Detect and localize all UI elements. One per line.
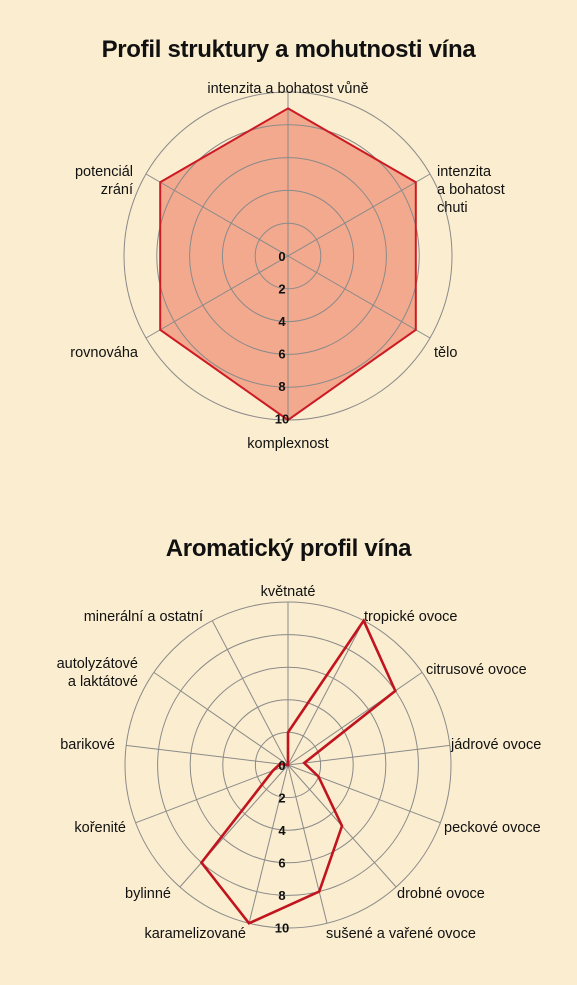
axis-label: karamelizované (144, 926, 246, 942)
tick-label: 6 (278, 347, 285, 362)
spoke (287, 173, 431, 257)
spoke (126, 744, 289, 766)
axis-label: citrusové ovoce (426, 662, 527, 678)
tick-label: 0 (278, 758, 285, 773)
tick-label: 0 (278, 249, 285, 264)
axis-label: intenzita a bohatost vůně (207, 81, 368, 97)
spoke (287, 620, 365, 766)
spoke (179, 764, 289, 888)
axis-label: tělo (434, 345, 457, 361)
axis-label: rovnováha (70, 345, 139, 361)
structure-chart: Profil struktury a mohutnosti vína 0 2 4 6 8… (0, 0, 577, 470)
axis-label: kořenité (74, 820, 126, 836)
axis-label: jádrové ovoce (450, 737, 541, 753)
spoke (287, 671, 423, 766)
spoke (287, 764, 441, 824)
tick-label: 8 (278, 379, 285, 394)
tick-label: 6 (278, 856, 285, 871)
aroma-chart: Aromatický profil vína 0 2 4 6 8 10 květnaté tr… (0, 525, 577, 985)
spoke (153, 671, 289, 766)
tick-label: 2 (278, 791, 285, 806)
tick-label: 10 (275, 412, 289, 427)
spoke (248, 764, 289, 924)
tick-label: 10 (275, 921, 289, 936)
tick-label: 4 (278, 823, 286, 838)
spoke (211, 620, 289, 766)
chart-title: Profil struktury a mohutnosti vína (101, 36, 476, 63)
aroma-radar-svg: 0 2 4 6 8 10 květnaté tropické ovoce citrusové o… (57, 584, 542, 942)
axis-label: květnaté (261, 584, 316, 600)
axis-label: barikové (60, 737, 115, 753)
series-line (159, 107, 417, 422)
spoke (145, 173, 289, 257)
axis-label: intenzita a bohatost chuti (437, 164, 505, 216)
spoke (287, 255, 431, 339)
spoke (287, 764, 328, 924)
axis-label: drobné ovoce (397, 886, 485, 902)
spoke (135, 764, 289, 824)
tick-label: 8 (278, 888, 285, 903)
structure-radar-svg: 0 2 4 6 8 10 intenzita a bohatost vůně intenzit… (70, 81, 505, 452)
spoke (287, 744, 450, 766)
tick-label: 2 (278, 282, 285, 297)
axis-label: minerální a ostatní (84, 609, 203, 625)
series-line (199, 618, 397, 925)
axis-label: tropické ovoce (364, 609, 458, 625)
axis-label: peckové ovoce (444, 820, 541, 836)
axis-label: sušené a vařené ovoce (326, 926, 476, 942)
axis-label: potenciál zrání (75, 164, 133, 198)
axis-label: komplexnost (247, 436, 328, 452)
tick-label: 4 (278, 314, 286, 329)
spoke (145, 255, 289, 339)
axis-label: autolyzátové a laktátové (57, 656, 138, 690)
chart-title: Aromatický profil vína (165, 535, 412, 562)
axis-label: bylinné (125, 886, 171, 902)
